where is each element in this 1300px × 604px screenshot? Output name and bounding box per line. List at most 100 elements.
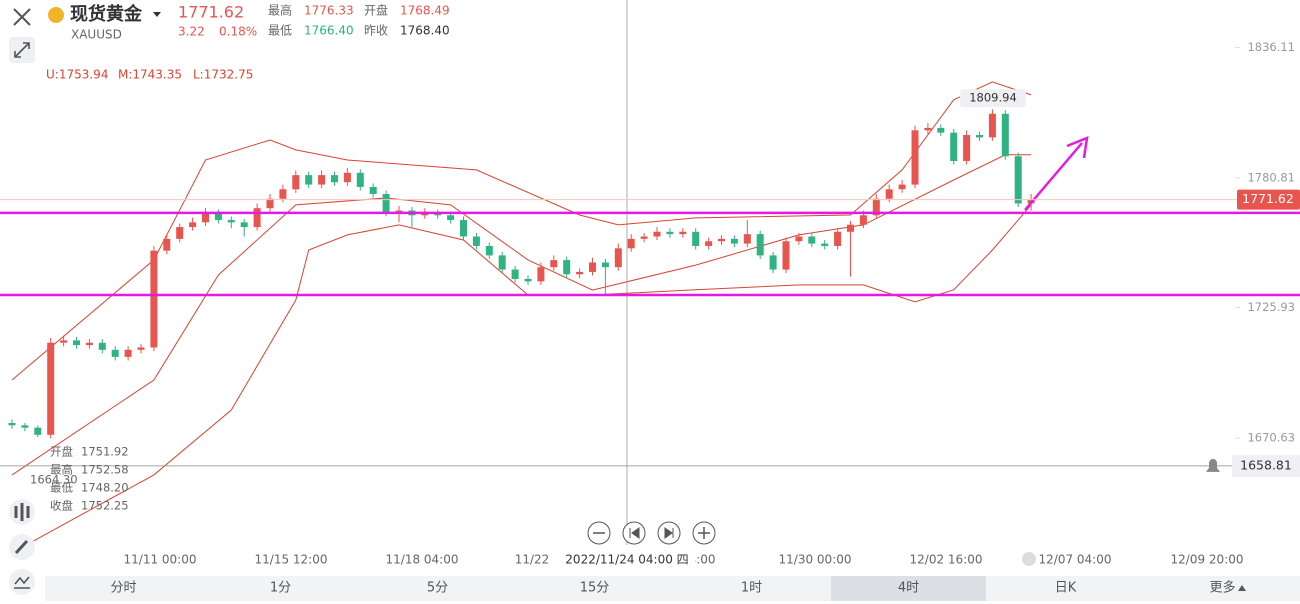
candle-body — [808, 236, 816, 244]
popup-label: 收盘 — [50, 499, 73, 513]
crosshair-label: 2022/11/24 04:00 四 — [565, 553, 688, 567]
alert-label: 1658.81 — [1240, 457, 1292, 472]
candle-body — [485, 245, 493, 256]
candle-body — [653, 231, 661, 237]
candle-body — [524, 278, 532, 282]
x-tick-label: 11/11 00:00 — [124, 553, 197, 567]
candle-body — [447, 215, 455, 220]
drawn-arrow — [1024, 136, 1089, 211]
candle-body — [718, 238, 725, 242]
tab[interactable]: 日K — [1055, 581, 1077, 596]
tab[interactable]: 15分 — [580, 581, 610, 596]
candle-body — [898, 184, 906, 190]
candle-body — [847, 224, 854, 232]
stat-label: 最高 — [268, 3, 292, 18]
draw-button[interactable] — [9, 534, 35, 560]
candle-body — [343, 172, 351, 183]
alert-bell[interactable] — [1206, 458, 1220, 472]
candle-body — [279, 189, 287, 199]
instrument-name[interactable]: 现货黄金 — [70, 3, 143, 25]
scroll-end[interactable] — [657, 521, 681, 545]
tab[interactable]: 1分 — [270, 581, 291, 596]
candle-body — [769, 255, 777, 270]
tab[interactable]: 4时 — [898, 581, 919, 596]
symbol: XAUUSD — [71, 28, 122, 42]
candle-body — [34, 427, 42, 435]
plot-area — [8, 0, 1035, 545]
candle-body — [176, 227, 184, 239]
candle-body — [214, 212, 222, 220]
dropdown-arrow[interactable] — [153, 12, 161, 17]
scroll-handle[interactable] — [1022, 552, 1036, 566]
popup-value: 1752.25 — [81, 499, 129, 513]
y-tick-label: 1780.81 — [1247, 170, 1295, 184]
scroll-start[interactable] — [622, 521, 646, 545]
bollinger-middle — [11, 154, 1032, 476]
candle-body — [240, 222, 248, 228]
candle-body — [369, 186, 377, 195]
candle-body — [73, 340, 80, 346]
chart-type-button[interactable] — [9, 569, 35, 595]
more-arrow[interactable] — [1238, 585, 1246, 591]
candle-body — [292, 175, 300, 190]
last-price-label: 1771.62 — [1242, 191, 1294, 206]
candle-body — [150, 250, 158, 348]
candle-body — [1001, 113, 1009, 157]
candle-body — [601, 262, 609, 268]
candle-body — [640, 236, 648, 239]
high-marker-box — [960, 89, 1026, 108]
gold-icon — [48, 7, 64, 23]
x-tick-label: 8:00 — [689, 553, 716, 567]
tab[interactable]: 1时 — [741, 581, 762, 596]
candle-body — [859, 215, 867, 225]
candle-body — [537, 267, 545, 282]
candle-body — [705, 241, 713, 246]
candle-body — [98, 342, 106, 350]
tab[interactable]: 更多 — [1209, 580, 1235, 596]
indicator-value: U:1753.94 — [46, 68, 108, 82]
tab[interactable]: 分时 — [110, 581, 136, 596]
x-tick-label: 12/07 04:00 — [1039, 553, 1112, 567]
bollinger-upper — [11, 81, 1032, 381]
candle-body — [305, 175, 313, 185]
candle-body — [111, 349, 119, 357]
popup-label: 开盘 — [50, 445, 73, 459]
indicator-value: M:1743.35 — [118, 68, 182, 82]
stat-label: 昨收 — [364, 24, 388, 38]
candle-body — [202, 212, 209, 223]
popup-value: 1748.20 — [81, 481, 129, 495]
candle-body — [576, 271, 584, 275]
last-price-box — [1237, 189, 1300, 210]
candle-body — [627, 238, 635, 249]
candle-body — [460, 219, 467, 237]
zoom-in[interactable] — [692, 521, 716, 545]
active-tab — [831, 576, 986, 601]
collapse-button[interactable] — [9, 37, 35, 63]
close-button[interactable] — [13, 8, 31, 26]
crosshair-label-bg — [555, 550, 695, 570]
candle-body — [872, 198, 880, 216]
indicator-value: L:1732.75 — [193, 68, 253, 82]
candle-body — [1014, 156, 1022, 204]
candle-body — [472, 236, 480, 246]
bollinger-lower — [25, 204, 1032, 545]
candle-body — [253, 208, 261, 228]
candle-body — [963, 135, 971, 161]
candle-body — [498, 255, 506, 270]
tab[interactable]: 5分 — [427, 581, 448, 596]
indicator-button[interactable] — [9, 499, 35, 525]
change: 3.22 — [178, 25, 205, 39]
candle-body — [137, 347, 145, 350]
candle-body — [834, 231, 842, 246]
candle-body — [189, 222, 197, 228]
zoom-out[interactable] — [587, 521, 611, 545]
candle-body — [21, 425, 29, 428]
candle-body — [743, 234, 751, 244]
x-tick-label: 11/18 04:00 — [386, 553, 459, 567]
candle-body — [782, 241, 790, 270]
stat-value: 1766.40 — [304, 24, 354, 38]
x-tick-label: 11/30 00:00 — [779, 553, 852, 567]
candle-body — [795, 236, 803, 242]
